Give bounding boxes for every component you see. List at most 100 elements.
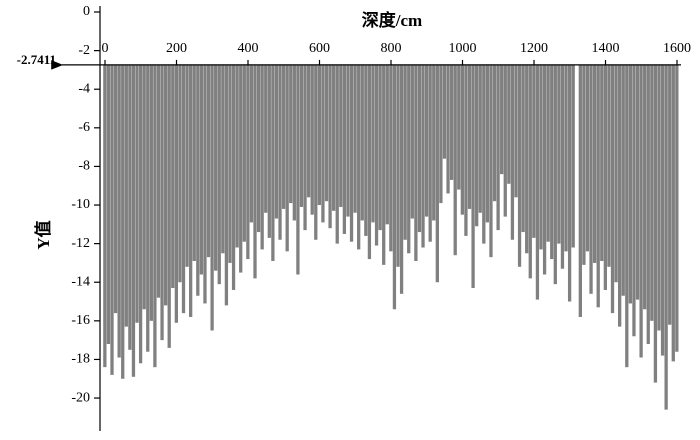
bar: [496, 64, 500, 231]
bar: [557, 64, 561, 244]
x-tick-label: 400: [238, 41, 259, 56]
y-axis-title: Y值: [33, 220, 53, 249]
bar: [128, 64, 132, 350]
bar: [192, 64, 196, 261]
bar: [285, 64, 289, 252]
bar: [324, 64, 329, 202]
bar: [142, 64, 146, 310]
bar: [571, 64, 575, 248]
bar: [317, 64, 322, 206]
bar: [167, 64, 171, 348]
bar: [660, 64, 665, 356]
bar: [675, 64, 679, 352]
bar: [542, 64, 547, 275]
bar: [632, 64, 636, 337]
bar: [546, 64, 550, 242]
bar: [428, 64, 432, 242]
bar: [106, 64, 111, 344]
bar: [582, 64, 586, 265]
bar: [249, 64, 254, 223]
bar: [435, 64, 439, 283]
bar: [310, 64, 314, 215]
bar: [299, 64, 304, 207]
bar: [618, 64, 622, 327]
bar: [228, 64, 232, 263]
baseline-label: -2.7411: [17, 52, 56, 67]
x-axis-title: 深度/cm: [362, 10, 422, 30]
bar: [528, 64, 532, 279]
bar: [278, 64, 282, 240]
bar: [231, 64, 236, 290]
x-tick-label: 1600: [663, 41, 691, 56]
bar: [507, 64, 511, 184]
bar: [521, 64, 525, 233]
bar: [314, 64, 318, 240]
bar: [424, 64, 429, 217]
y-tick-label: 0: [83, 4, 90, 19]
bar: [603, 64, 608, 290]
x-tick-label: 800: [381, 41, 402, 56]
bar: [664, 64, 668, 410]
bar: [235, 64, 239, 248]
bar: [110, 64, 114, 375]
bar: [485, 64, 490, 223]
y-tick-label: -12: [71, 236, 90, 251]
y-tick-label: -10: [71, 197, 90, 212]
bar: [124, 64, 128, 327]
bar: [475, 64, 479, 227]
bar: [560, 64, 565, 269]
y-tick-label: -8: [78, 159, 90, 174]
x-tick-label: 600: [309, 41, 330, 56]
bar: [281, 64, 286, 209]
bar: [403, 64, 407, 240]
bar: [643, 64, 647, 310]
bar: [610, 64, 615, 314]
y-tick-label: -2: [78, 43, 90, 58]
bar: [149, 64, 153, 321]
x-tick-label: 200: [166, 41, 187, 56]
bar: [196, 64, 200, 296]
bar: [342, 64, 347, 234]
bar: [224, 64, 229, 306]
bar: [532, 64, 536, 238]
bar: [246, 64, 250, 260]
bar: [306, 64, 311, 198]
bar: [271, 64, 275, 261]
bar: [668, 64, 672, 325]
bar: [460, 64, 465, 215]
bar: [214, 64, 218, 271]
bar: [178, 64, 182, 283]
x-tick-label: 1200: [520, 41, 548, 56]
bar: [407, 64, 411, 254]
bar: [389, 64, 393, 252]
bar: [614, 64, 618, 283]
bar: [539, 64, 543, 250]
bar: [303, 64, 307, 231]
bar: [396, 64, 400, 267]
y-tick-label: -6: [78, 120, 90, 135]
bar: [181, 64, 186, 314]
bar: [392, 64, 397, 310]
bar: [328, 64, 332, 229]
bar: [199, 64, 204, 275]
bar: [217, 64, 221, 285]
bar: [364, 64, 368, 236]
bar: [510, 64, 515, 240]
bar: [117, 64, 121, 358]
bar: [367, 64, 372, 260]
bar: [371, 64, 375, 223]
y-tick-label: -20: [71, 390, 90, 405]
bar: [600, 64, 604, 261]
bar: [471, 64, 475, 289]
bar: [535, 64, 540, 300]
bar: [242, 64, 246, 242]
bar: [153, 64, 157, 368]
bar: [374, 64, 379, 246]
bar: [478, 64, 482, 213]
bar: [553, 64, 557, 285]
bar: [113, 64, 118, 314]
bar: [467, 64, 472, 209]
bar: [256, 64, 261, 233]
bar: [464, 64, 468, 236]
